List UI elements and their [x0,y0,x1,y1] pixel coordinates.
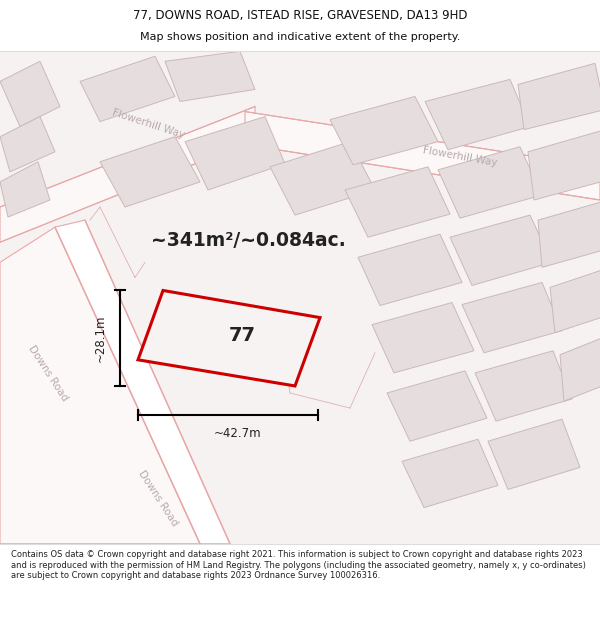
Polygon shape [387,371,487,441]
Text: ~28.1m: ~28.1m [94,314,107,362]
Polygon shape [518,63,600,129]
Polygon shape [0,227,200,544]
Text: Flowerhill Way: Flowerhill Way [422,146,498,168]
Polygon shape [345,167,450,238]
Polygon shape [55,220,230,544]
Polygon shape [330,96,438,165]
Polygon shape [488,419,580,489]
Text: Downs Road: Downs Road [136,469,179,528]
Text: 77, DOWNS ROAD, ISTEAD RISE, GRAVESEND, DA13 9HD: 77, DOWNS ROAD, ISTEAD RISE, GRAVESEND, … [133,9,467,22]
Text: Map shows position and indicative extent of the property.: Map shows position and indicative extent… [140,32,460,42]
Polygon shape [560,335,600,401]
Text: Downs Road: Downs Road [26,343,70,402]
Polygon shape [100,137,200,207]
Polygon shape [528,129,600,200]
Polygon shape [372,302,474,373]
Polygon shape [425,79,530,150]
Polygon shape [0,162,50,217]
Polygon shape [165,51,255,101]
Polygon shape [138,291,320,386]
Polygon shape [550,268,600,332]
Polygon shape [185,117,285,190]
Polygon shape [358,234,462,306]
Polygon shape [270,142,375,215]
Polygon shape [438,147,542,218]
Polygon shape [462,282,562,352]
Polygon shape [450,215,552,286]
Polygon shape [475,351,572,421]
Polygon shape [538,200,600,268]
Polygon shape [80,56,175,122]
Text: 77: 77 [229,326,256,345]
Text: Contains OS data © Crown copyright and database right 2021. This information is : Contains OS data © Crown copyright and d… [11,550,586,580]
Polygon shape [245,111,600,200]
Text: ~42.7m: ~42.7m [214,427,262,440]
Polygon shape [0,61,60,127]
Polygon shape [402,439,498,508]
Polygon shape [0,106,255,242]
Text: ~341m²/~0.084ac.: ~341m²/~0.084ac. [151,231,346,250]
Text: Flowerhill Way: Flowerhill Way [110,107,185,140]
Polygon shape [0,117,55,172]
